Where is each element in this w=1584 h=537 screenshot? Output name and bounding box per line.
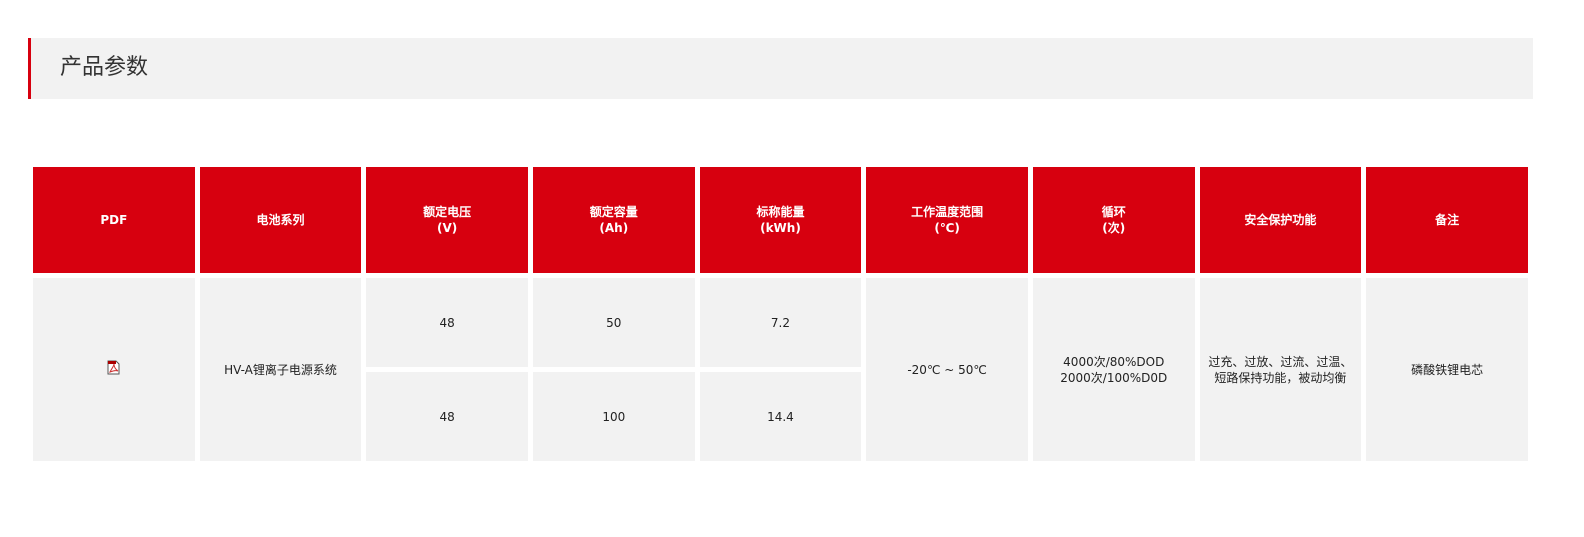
- series-cell: HV-A锂离子电源系统: [199, 278, 362, 461]
- header-label: 电池系列: [256, 213, 305, 227]
- header-label: 工作温度范围: [911, 205, 984, 219]
- pdf-cell: [33, 278, 195, 461]
- protection-line: 过充、过放、过流、过温、: [1208, 354, 1353, 369]
- header-unit: (V): [437, 221, 458, 235]
- header-label: 额定电压: [423, 205, 472, 219]
- cycle-cell: 4000次/80%DOD 2000次/100%D0D: [1032, 278, 1195, 461]
- header-unit: (kWh): [760, 221, 801, 235]
- voltage-cell: 48: [366, 278, 528, 367]
- header-temperature: 工作温度范围 (℃): [866, 167, 1028, 273]
- header-label: 额定容量: [589, 205, 638, 219]
- energy-cell: 14.4: [699, 372, 862, 461]
- header-label: PDF: [100, 213, 128, 227]
- energy-cell: 7.2: [699, 278, 862, 367]
- header-cycle: 循环 (次): [1032, 167, 1195, 273]
- pdf-file-icon[interactable]: [107, 360, 120, 375]
- protection-line: 短路保持功能，被动均衡: [1214, 370, 1347, 385]
- table-row: 48 100 14.4: [33, 372, 1528, 461]
- cycle-line: 2000次/100%D0D: [1060, 370, 1168, 385]
- table-row: HV-A锂离子电源系统 48 50 7.2 -20℃ ~ 50℃ 4000次/8…: [33, 278, 1528, 461]
- product-params-table: PDF 电池系列 额定电压 (V) 额定容量 (Ah) 标称能量 (kWh) 工作温度…: [28, 162, 1533, 466]
- header-capacity: 额定容量 (Ah): [532, 167, 695, 273]
- header-label: 备注: [1435, 213, 1460, 227]
- header-label: 循环: [1101, 205, 1126, 219]
- voltage-cell: 48: [366, 372, 528, 461]
- header-unit: (℃): [934, 221, 960, 235]
- header-protection: 安全保护功能: [1199, 167, 1362, 273]
- table-header-row: PDF 电池系列 额定电压 (V) 额定容量 (Ah) 标称能量 (kWh) 工作温度…: [33, 167, 1528, 273]
- header-unit: (Ah): [599, 221, 629, 235]
- header-voltage: 额定电压 (V): [366, 167, 528, 273]
- temperature-cell: -20℃ ~ 50℃: [866, 278, 1028, 461]
- header-label: 安全保护功能: [1244, 213, 1317, 227]
- capacity-cell: 100: [532, 372, 695, 461]
- header-label: 标称能量: [756, 205, 805, 219]
- section-header: 产品参数: [28, 38, 1533, 99]
- header-series: 电池系列: [199, 167, 362, 273]
- section-title: 产品参数: [60, 55, 149, 80]
- header-unit: (次): [1102, 221, 1126, 235]
- header-remark: 备注: [1366, 167, 1528, 273]
- capacity-cell: 50: [532, 278, 695, 367]
- cycle-line: 4000次/80%DOD: [1063, 354, 1165, 369]
- protection-cell: 过充、过放、过流、过温、 短路保持功能，被动均衡: [1199, 278, 1362, 461]
- remark-cell: 磷酸铁锂电芯: [1366, 278, 1528, 461]
- header-energy: 标称能量 (kWh): [699, 167, 862, 273]
- header-pdf: PDF: [33, 167, 195, 273]
